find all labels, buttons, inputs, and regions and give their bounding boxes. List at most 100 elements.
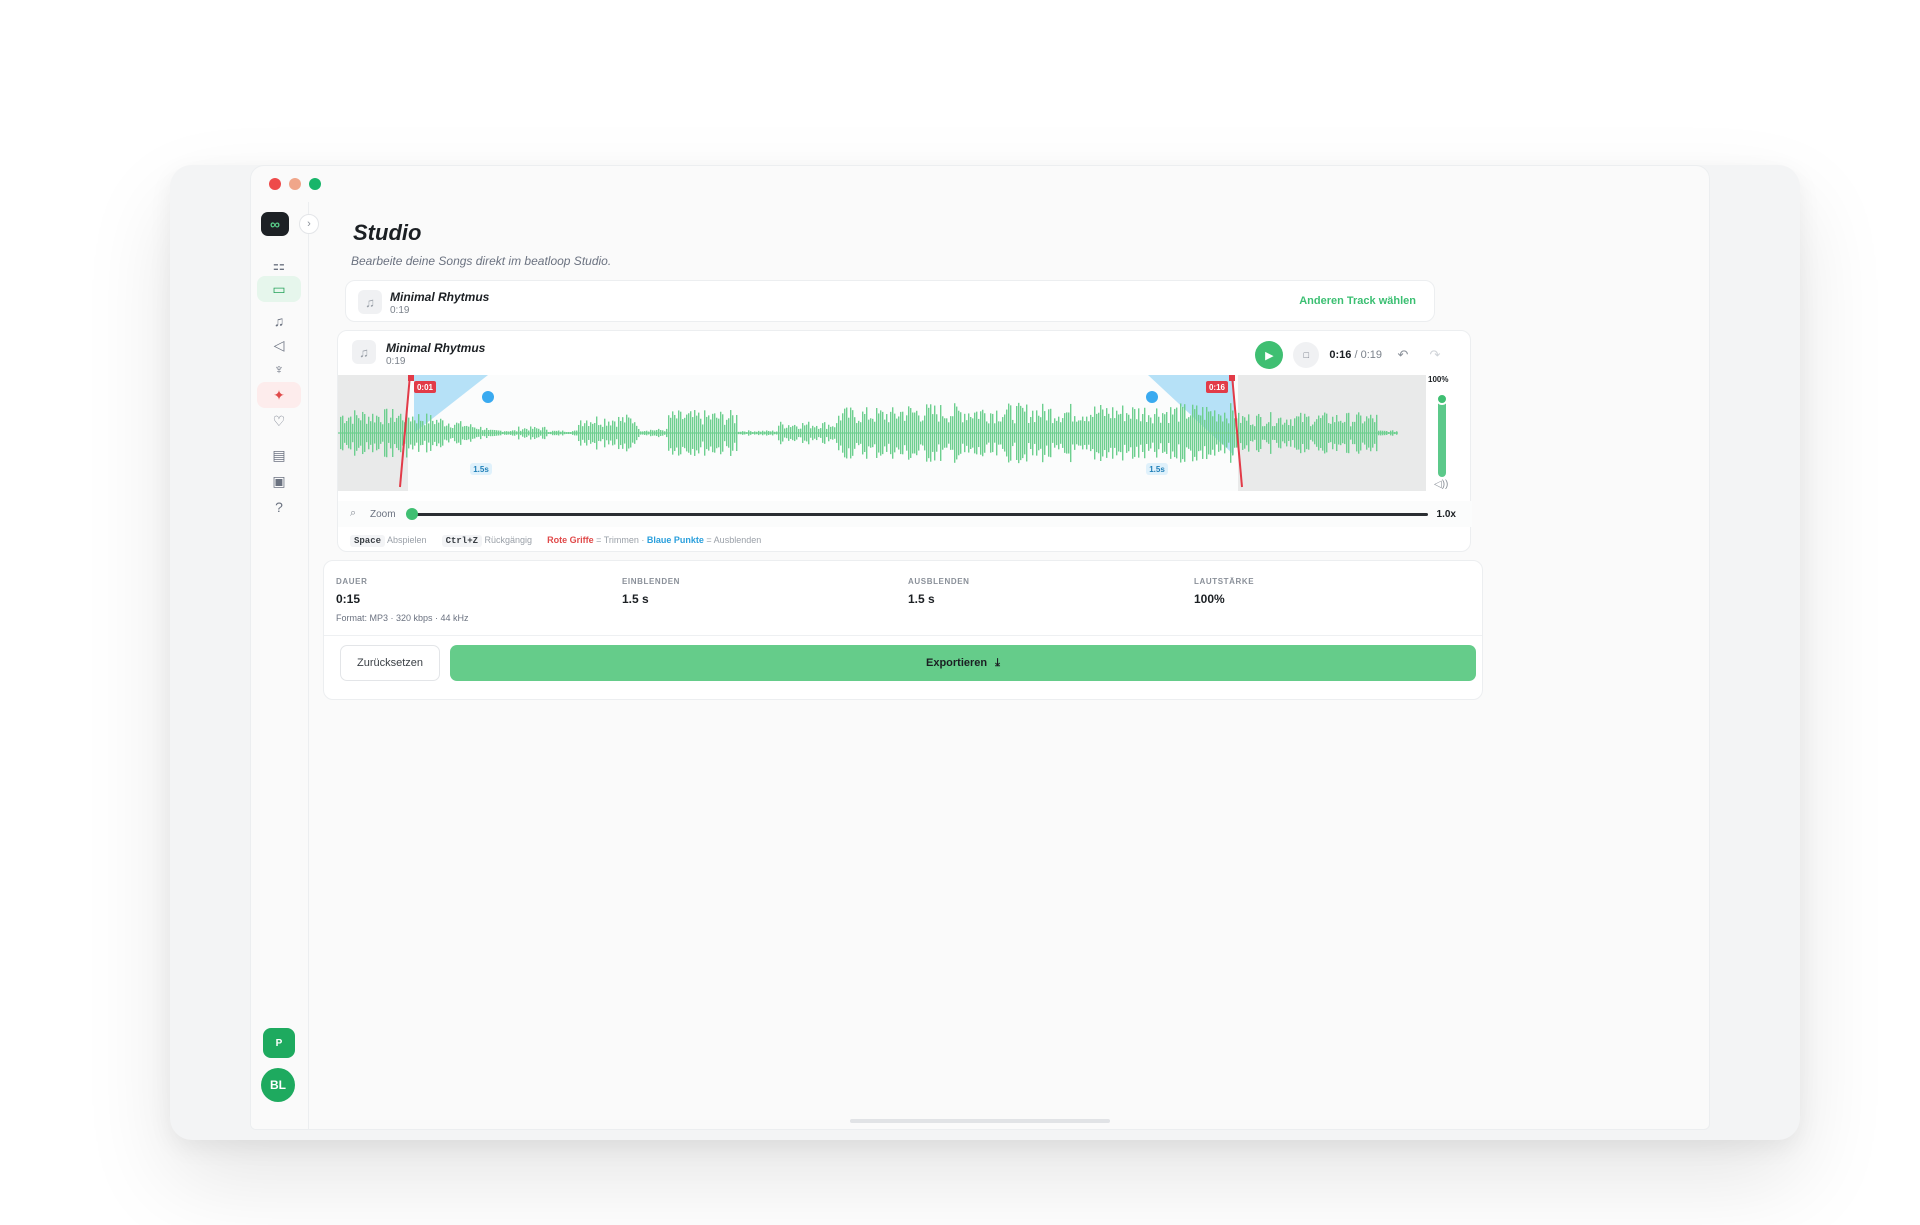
plan-badge[interactable]: P	[263, 1028, 295, 1058]
music-note-icon: ♫	[358, 290, 382, 314]
divider	[324, 635, 1482, 636]
minimize-window-button[interactable]	[289, 178, 301, 190]
selected-track-duration: 0:19	[390, 305, 410, 316]
sidebar-item-microphone[interactable]: ♆	[257, 356, 301, 382]
volume-label: 100%	[1428, 375, 1449, 384]
stats-card: DAUER 0:15 EINBLENDEN 1.5 s AUSBLENDEN 1…	[323, 560, 1483, 700]
undo-icon: ↶	[1397, 347, 1409, 362]
page-title: Studio	[353, 220, 422, 245]
space-key: Space	[350, 535, 386, 547]
waveform-bars	[338, 402, 1398, 464]
waveform-editor-card: ♫ Minimal Rhytmus 0:19 ▶ □ 0:16 / 0:19 ↶…	[337, 330, 1472, 552]
undo-button[interactable]: ↶	[1392, 347, 1414, 363]
export-label: Exportieren	[925, 657, 988, 669]
device-frame: ∞ › ⚏ ▭ ♫ ◁ ♆ ✦ ♡ ▤ ▣? P BL Studio Bearbeite dei…	[170, 165, 1800, 1140]
editor-track-name: Minimal Rhytmus	[386, 341, 486, 355]
trim-start-label: 0:01	[417, 383, 434, 392]
sidebar-item-help[interactable]: ?	[257, 494, 301, 520]
zoom-slider[interactable]	[410, 513, 1428, 516]
fade-out-badge	[1146, 463, 1168, 475]
volume-slider[interactable]: 100% ◁))	[1424, 375, 1460, 491]
sidebar-item-music[interactable]: ♫	[257, 308, 301, 334]
stat-value: 1.5 s	[908, 592, 935, 606]
speaker-icon[interactable]: ◁))	[1434, 479, 1449, 490]
redo-button[interactable]: ↷	[1424, 347, 1446, 363]
stat-label: LAUTSTÄRKE	[1194, 577, 1255, 586]
waveform-area[interactable]: 0:01 0:16 1.5s 1.5s	[338, 375, 1426, 491]
zoom-icon: ⌕	[350, 507, 357, 519]
editor-track-duration: 0:19	[386, 356, 406, 367]
image-icon: ▣	[272, 472, 286, 489]
waveform[interactable]: 0:01 0:16 1.5s 1.5s	[338, 375, 1426, 491]
sidebar-item-media[interactable]: ▣	[257, 468, 301, 494]
sidebar-item-favorites[interactable]: ♡	[257, 408, 301, 434]
fade-out-point[interactable]	[1146, 391, 1158, 403]
stat-value: 100%	[1194, 592, 1225, 606]
stat-duration: DAUER 0:15	[336, 577, 367, 606]
fade-in-point[interactable]	[482, 391, 494, 403]
trim-end-label-bg	[1206, 381, 1228, 393]
change-track-button[interactable]: Anderen Track wählen	[1299, 295, 1416, 307]
undo-key: Ctrl+Z	[441, 535, 482, 547]
close-window-button[interactable]	[269, 178, 281, 190]
export-button[interactable]: Exportieren ⤓	[450, 645, 1476, 681]
sidebar: ∞ › ⚏ ▭ ♫ ◁ ♆ ✦ ♡ ▤ ▣? P BL	[251, 202, 319, 1129]
sidebar-collapse-button[interactable]: ›	[299, 214, 319, 234]
main-content: Studio Bearbeite deine Songs direkt im b…	[309, 202, 1709, 1129]
stat-label: EINBLENDEN	[622, 577, 681, 586]
time-display: 0:16 / 0:19	[1329, 349, 1382, 361]
stat-fade-in: EINBLENDEN 1.5 s	[622, 577, 680, 606]
stat-volume: LAUTSTÄRKE 100%	[1194, 577, 1254, 606]
app-logo[interactable]: ∞	[261, 212, 289, 236]
page-subtitle: Bearbeite deine Songs direkt im beatloop…	[351, 254, 612, 268]
trim-end-handle[interactable]	[1231, 375, 1243, 488]
fade-hint: = Ausblenden	[706, 535, 762, 545]
heart-icon: ♡	[272, 412, 286, 429]
zoom-knob[interactable]	[406, 508, 418, 520]
maximize-window-button[interactable]	[309, 178, 321, 190]
sidebar-item-dashboard[interactable]: ⚏	[257, 252, 301, 278]
fade-in-badge	[470, 463, 492, 475]
app-window: ∞ › ⚏ ▭ ♫ ◁ ♆ ✦ ♡ ▤ ▣? P BL Studio Bearbeite dei…	[250, 165, 1710, 1130]
zoom-value: 1.0x	[1436, 509, 1456, 520]
trim-end-label: 0:16	[1209, 383, 1226, 392]
space-action: Abspielen	[387, 535, 427, 545]
stop-button[interactable]: □	[1293, 342, 1320, 368]
stat-fade-out: AUSBLENDEN 1.5 s	[908, 577, 970, 606]
reset-button[interactable]: Zurücksetzen	[340, 645, 440, 681]
zoom-label: Zoom	[370, 509, 396, 520]
red-handles-hint: Rote Griffe	[547, 535, 594, 545]
music-note-icon: ♫	[273, 313, 285, 329]
play-button[interactable]: ▶	[1255, 341, 1284, 369]
mic-icon: ♆	[273, 361, 285, 377]
speaker-icon: ◁	[273, 336, 285, 353]
playback-controls: ▶ □ 0:16 / 0:19 ↶ ↷	[1255, 341, 1446, 369]
music-note-icon: ♫	[352, 340, 376, 364]
fade-in-label: 1.5s	[473, 465, 489, 474]
trim-start-grip[interactable]	[408, 375, 414, 381]
trim-hint: = Trimmen ·	[596, 535, 645, 545]
document-icon: ▤	[272, 446, 286, 463]
total-time: / 0:19	[1354, 349, 1382, 361]
trim-start-handle[interactable]	[399, 375, 411, 488]
titlebar	[251, 166, 1709, 202]
avatar[interactable]: BL	[261, 1068, 295, 1102]
sidebar-item-sound[interactable]: ◁	[257, 332, 301, 358]
keyboard-hints: Space Abspielen Ctrl+Z Rückgängig Rote G…	[350, 535, 762, 547]
download-icon: ⤓	[995, 656, 1000, 669]
sparkle-icon: ✦	[273, 386, 285, 403]
sidebar-item-documents[interactable]: ▤	[257, 442, 301, 468]
volume-knob[interactable]	[1436, 393, 1448, 405]
sidebar-item-studio[interactable]: ▭	[257, 276, 301, 302]
help-icon: ?	[275, 499, 283, 515]
play-icon: ▶	[1265, 349, 1274, 362]
stat-value: 0:15	[336, 592, 361, 606]
blue-points-hint: Blaue Punkte	[646, 535, 704, 545]
sidebar-item-magic[interactable]: ✦	[257, 382, 301, 408]
volume-track[interactable]	[1438, 395, 1446, 477]
stop-icon: □	[1303, 350, 1310, 360]
zoom-row: ⌕ Zoom 1.0x	[338, 501, 1472, 527]
trim-end-grip[interactable]	[1229, 375, 1235, 381]
selected-track-card: ♫ Minimal Rhytmus 0:19 Anderen Track wäh…	[345, 280, 1435, 322]
stat-value: 1.5 s	[622, 592, 649, 606]
